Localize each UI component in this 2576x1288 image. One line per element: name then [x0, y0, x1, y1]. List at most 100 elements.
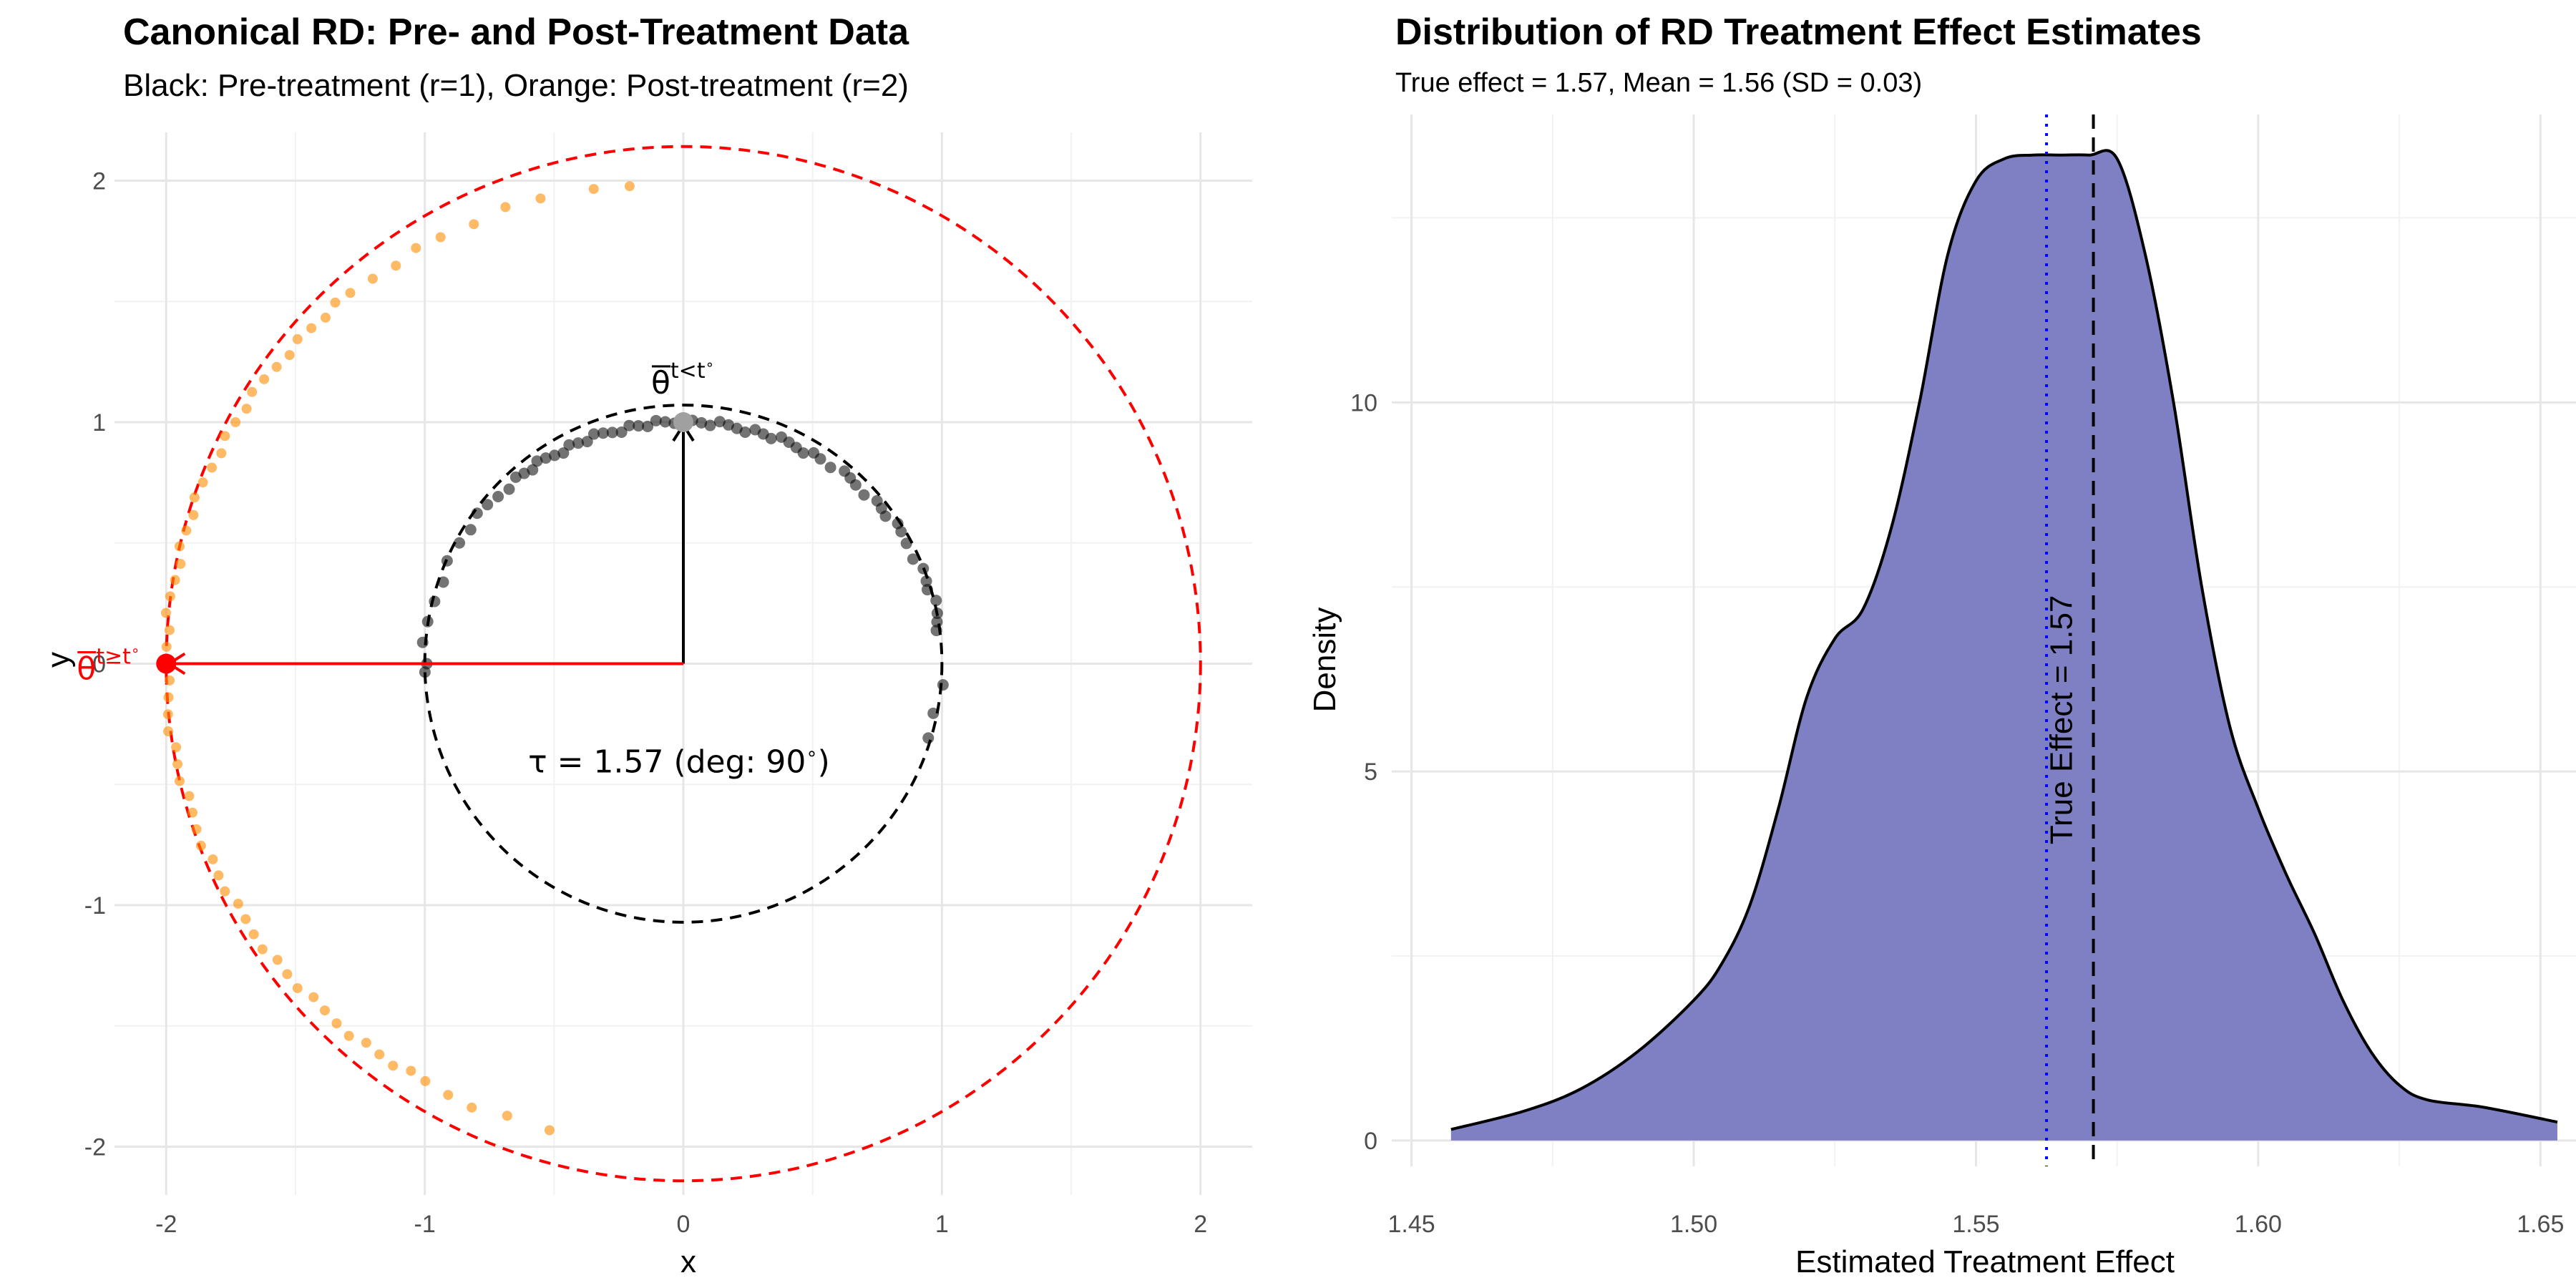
post-treatment-point	[343, 1030, 354, 1041]
left-data-points	[159, 181, 949, 1136]
pre-treatment-point	[581, 436, 593, 448]
post-treatment-point	[420, 1075, 431, 1086]
pre-treatment-point	[922, 732, 935, 744]
post-treatment-point	[308, 992, 319, 1002]
post-treatment-point	[163, 692, 174, 703]
pre-treatment-point	[892, 517, 904, 530]
pre-treatment-point	[704, 419, 716, 431]
right-x-tick-label: 1.60	[2235, 1211, 2282, 1238]
post-treatment-point	[164, 625, 175, 635]
pre-treatment-point	[531, 455, 543, 467]
right-x-tick-label: 1.50	[1670, 1211, 1717, 1238]
post-treatment-point	[230, 417, 241, 427]
left-panel: Canonical RD: Pre- and Post-Treatment Da…	[41, 11, 1252, 1279]
pre-treatment-point	[429, 595, 441, 608]
post-treatment-point	[388, 1060, 399, 1071]
post-treatment-point	[284, 350, 295, 361]
post-treatment-point	[588, 184, 599, 195]
pre-treatment-point	[871, 494, 883, 507]
pre-treatment-point	[723, 419, 735, 431]
post-treatment-point	[161, 641, 172, 652]
pre-treatment-point	[927, 707, 940, 719]
post-treatment-point	[292, 334, 303, 345]
pre-treatment-point	[931, 616, 943, 628]
post-treatment-point	[248, 929, 259, 940]
pre-treatment-point	[917, 562, 930, 575]
post-theta-base: θ	[77, 651, 96, 688]
right-chart-title: Distribution of RD Treatment Effect Esti…	[1395, 11, 2202, 53]
post-treatment-point	[216, 448, 227, 459]
right-x-tick-label: 1.65	[2517, 1211, 2564, 1238]
left-arrows	[156, 412, 695, 675]
pre-treatment-point	[930, 595, 942, 607]
post-treatment-point	[184, 791, 195, 801]
post-treatment-point	[502, 1111, 512, 1121]
post-treatment-point	[469, 219, 479, 230]
pre-treatment-point	[437, 576, 449, 588]
post-treatment-point	[181, 525, 192, 536]
tau-close: )	[818, 743, 830, 780]
left-x-tick-label: 0	[677, 1211, 691, 1238]
post-treatment-point	[241, 404, 252, 414]
post-treatment-point	[544, 1125, 555, 1136]
post-treatment-point	[345, 288, 356, 298]
right-x-axis-label: Estimated Treatment Effect	[1795, 1244, 2175, 1279]
post-treatment-point	[165, 591, 175, 602]
post-treatment-point	[319, 1005, 330, 1016]
pre-treatment-point	[454, 537, 466, 549]
post-theta-sup: t≥t	[96, 645, 131, 670]
tau-degree: ∘	[806, 743, 817, 764]
left-x-tick-label: 1	[935, 1211, 949, 1238]
pre-treatment-point	[713, 416, 726, 428]
true-effect-label: True Effect = 1.57	[2044, 595, 2079, 845]
post-treatment-point	[535, 193, 546, 204]
post-treatment-point	[195, 840, 206, 851]
left-tick-labels: -2 -1 0 1 2 -2 -1 0 1 2	[84, 168, 1207, 1239]
pre-treatment-point	[659, 416, 671, 428]
density-curve	[1450, 149, 2558, 1131]
pre-treatment-point	[931, 608, 943, 620]
post-treatment-point	[165, 675, 175, 686]
pre-treatment-point	[642, 420, 654, 432]
post-treatment-point	[331, 1018, 342, 1029]
pre-treatment-point	[633, 420, 645, 432]
pre-treatment-point	[921, 584, 933, 596]
right-x-tick-label: 1.55	[1952, 1211, 1999, 1238]
right-y-axis-label: Density	[1307, 608, 1342, 713]
left-chart-title: Canonical RD: Pre- and Post-Treatment Da…	[123, 11, 909, 53]
pre-treatment-point	[503, 483, 515, 495]
pre-treatment-point	[858, 489, 870, 501]
pre-treatment-point	[540, 452, 552, 464]
post-treatment-point	[240, 914, 251, 924]
pre-treatment-point	[615, 426, 628, 438]
pre-treatment-point	[441, 555, 453, 567]
left-y-tick-label: 0	[92, 651, 106, 678]
left-x-tick-label: -2	[155, 1211, 177, 1238]
density-area	[1450, 150, 2557, 1141]
pre-treatment-point	[482, 499, 494, 511]
left-y-tick-label: 2	[92, 168, 106, 195]
post-treatment-point	[172, 758, 183, 769]
pre-treatment-point	[549, 449, 561, 462]
pre-treatment-point	[606, 426, 618, 439]
post-treatment-point	[220, 886, 230, 897]
pre-treatment-point	[930, 625, 942, 637]
post-treatment-point	[170, 575, 180, 585]
post-treatment-point	[320, 312, 331, 323]
post-treatment-point	[162, 709, 173, 720]
post-treatment-point	[406, 1065, 416, 1076]
pre-treatment-point	[471, 507, 483, 519]
post-treatment-point	[175, 559, 186, 570]
right-chart-subtitle: True effect = 1.57, Mean = 1.56 (SD = 0.…	[1395, 68, 1922, 98]
post-treatment-mean-point	[156, 653, 177, 674]
left-x-axis-label: x	[680, 1244, 696, 1279]
pre-treatment-point	[824, 462, 836, 474]
pre-treatment-theta-label: θt<t∘	[651, 356, 714, 401]
right-tick-labels: 1.45 1.50 1.55 1.60 1.65 0 5 10	[1350, 389, 2564, 1238]
pre-treatment-point	[563, 439, 575, 451]
pre-theta-degree: ∘	[706, 356, 715, 373]
pre-treatment-point	[623, 419, 635, 431]
post-treatment-point	[467, 1102, 477, 1113]
pre-treatment-point	[557, 447, 570, 459]
pre-treatment-point	[650, 414, 662, 426]
